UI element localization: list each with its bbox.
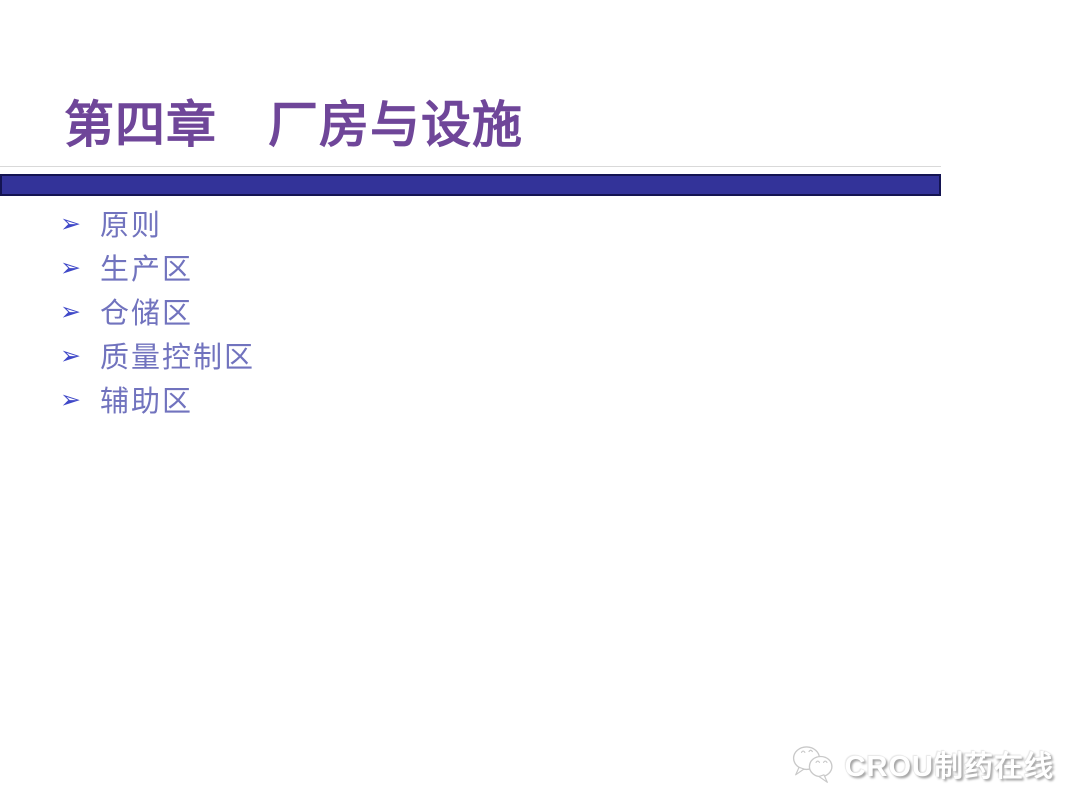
- list-item-label: 原则: [100, 210, 163, 242]
- thin-rule-line: [0, 166, 941, 167]
- wechat-chat-bubbles-icon: [792, 746, 833, 783]
- arrowhead-bullet-icon: ➢: [60, 340, 81, 370]
- title-divider-bar: [0, 174, 941, 196]
- list-item: ➢ 辅助区: [60, 377, 255, 421]
- watermark-text: CROU制药在线: [844, 751, 1054, 783]
- watermark: CROU制药在线: [789, 740, 1054, 788]
- arrowhead-bullet-icon: ➢: [60, 384, 81, 414]
- list-item: ➢ 原则: [60, 201, 255, 245]
- list-item: ➢ 质量控制区: [60, 333, 255, 377]
- arrowhead-bullet-icon: ➢: [60, 208, 81, 238]
- list-item-label: 仓储区: [100, 298, 194, 330]
- list-item: ➢ 仓储区: [60, 289, 255, 333]
- list-item-label: 质量控制区: [100, 342, 256, 374]
- arrowhead-bullet-icon: ➢: [60, 296, 81, 326]
- slide-title: 第四章 厂房与设施: [64, 94, 523, 154]
- arrowhead-bullet-icon: ➢: [60, 252, 81, 282]
- list-item-label: 辅助区: [100, 386, 194, 418]
- list-item-label: 生产区: [100, 254, 194, 286]
- list-item: ➢ 生产区: [60, 245, 255, 289]
- bullet-list: ➢ 原则 ➢ 生产区 ➢ 仓储区 ➢ 质量控制区 ➢ 辅助区: [60, 201, 255, 421]
